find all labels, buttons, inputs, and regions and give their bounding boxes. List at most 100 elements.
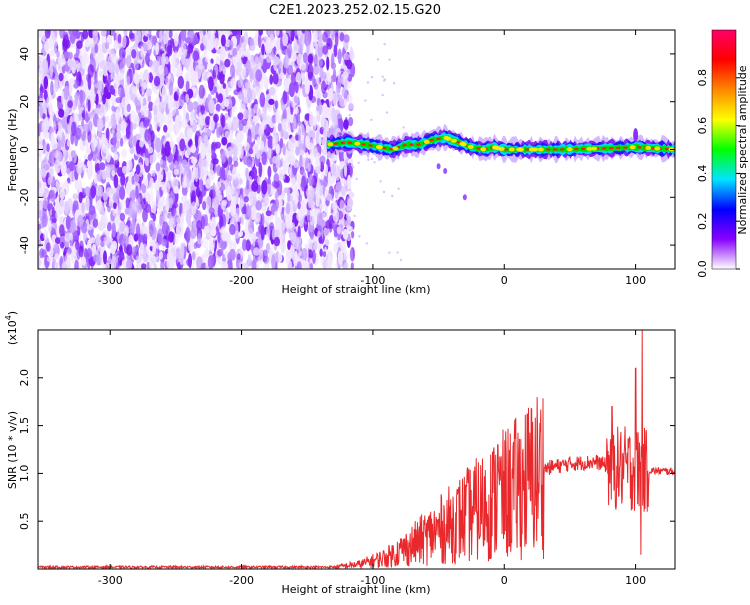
noise-blob — [105, 151, 111, 163]
noise-blob — [71, 121, 77, 137]
noise-dot — [391, 194, 394, 198]
noise-blob — [117, 42, 123, 49]
noise-blob — [206, 62, 214, 70]
noise-blob — [144, 157, 150, 167]
noise-blob — [293, 43, 300, 52]
noise-blob — [125, 224, 130, 237]
noise-blob — [72, 30, 78, 37]
noise-blob — [135, 223, 141, 239]
noise-blob — [278, 252, 283, 263]
noise-blob — [313, 240, 318, 252]
noise-blob — [48, 168, 54, 184]
noise-blob — [178, 161, 182, 177]
noise-blob — [196, 256, 203, 269]
noise-blob — [251, 166, 258, 179]
noise-blob — [139, 127, 145, 136]
noise-blob — [348, 102, 354, 109]
noise-blob — [340, 239, 347, 252]
noise-blob — [180, 195, 187, 203]
noise-blob — [82, 30, 89, 40]
noise-blob — [287, 167, 292, 176]
noise-blob — [309, 40, 314, 54]
noise-blob — [303, 156, 310, 169]
noise-dot — [392, 82, 396, 85]
noise-blob — [346, 203, 353, 211]
noise-blob — [214, 37, 219, 51]
noise-blob — [317, 230, 321, 238]
noise-blob — [103, 66, 107, 77]
noise-blob — [155, 137, 162, 153]
noise-blob — [113, 174, 119, 189]
noise-dot — [370, 76, 374, 79]
noise-blob — [247, 87, 252, 104]
noise-blob — [117, 33, 122, 45]
noise-blob — [285, 54, 290, 69]
noise-blob — [248, 147, 254, 155]
noise-blob — [133, 59, 139, 71]
noise-blob — [275, 220, 279, 231]
noise-blob — [144, 30, 148, 37]
noise-blob — [233, 230, 240, 239]
noise-blob — [217, 85, 224, 96]
noise-blob — [215, 103, 221, 113]
noise-blob — [208, 169, 215, 182]
noise-blob — [251, 180, 259, 192]
noise-blob — [260, 140, 265, 150]
noise-blob — [220, 200, 227, 210]
noise-blob — [49, 31, 56, 47]
spectrogram-x-tick-label: -200 — [229, 274, 254, 287]
noise-blob — [335, 181, 342, 192]
noise-blob — [85, 196, 90, 211]
noise-blob — [158, 251, 164, 260]
noise-blob — [114, 157, 119, 173]
noise-dot — [366, 81, 370, 84]
snr-y-ticks: 0.5 1.0 1.5 2.0 — [18, 369, 675, 530]
noise-blob — [126, 103, 131, 113]
noise-blob — [58, 82, 63, 92]
noise-blob — [188, 169, 192, 181]
noise-blob — [148, 146, 154, 154]
noise-blob — [278, 173, 286, 181]
noise-blob — [249, 38, 255, 47]
noise-blob — [39, 104, 44, 119]
noise-dot — [348, 188, 351, 192]
noise-blob — [57, 120, 62, 132]
noise-blob — [282, 90, 288, 105]
noise-blob — [92, 30, 98, 36]
snr-line — [38, 330, 675, 569]
track-hotspot — [423, 139, 430, 144]
noise-blob — [255, 200, 262, 211]
noise-blob — [226, 30, 230, 39]
noise-blob — [235, 207, 241, 223]
noise-blob — [243, 196, 249, 203]
noise-blob — [297, 201, 301, 210]
noise-blob — [194, 210, 202, 224]
noise-blob — [181, 159, 188, 169]
noise-blob — [218, 93, 223, 104]
noise-blob — [226, 175, 233, 182]
noise-blob — [119, 61, 125, 77]
noise-blob — [168, 215, 174, 229]
noise-blob — [169, 134, 173, 148]
noise-blob — [204, 56, 211, 63]
noise-blob — [74, 92, 80, 101]
noise-blob — [343, 261, 349, 269]
noise-blob — [143, 35, 148, 43]
noise-blob — [232, 237, 236, 246]
noise-blob — [189, 116, 194, 126]
noise-dot — [385, 111, 389, 114]
noise-blob — [285, 202, 291, 215]
noise-blob — [179, 138, 186, 152]
track-hotspot — [566, 147, 573, 152]
noise-blob — [224, 58, 231, 68]
noise-blob — [270, 186, 276, 196]
noise-blob — [135, 99, 141, 114]
noise-blob — [262, 105, 268, 114]
noise-blob — [110, 115, 117, 130]
noise-blob — [142, 69, 150, 85]
noise-blob — [123, 84, 130, 91]
noise-blob — [121, 34, 127, 49]
noise-blob — [127, 217, 131, 228]
noise-blob — [318, 101, 323, 115]
track-hotspot — [537, 147, 544, 152]
